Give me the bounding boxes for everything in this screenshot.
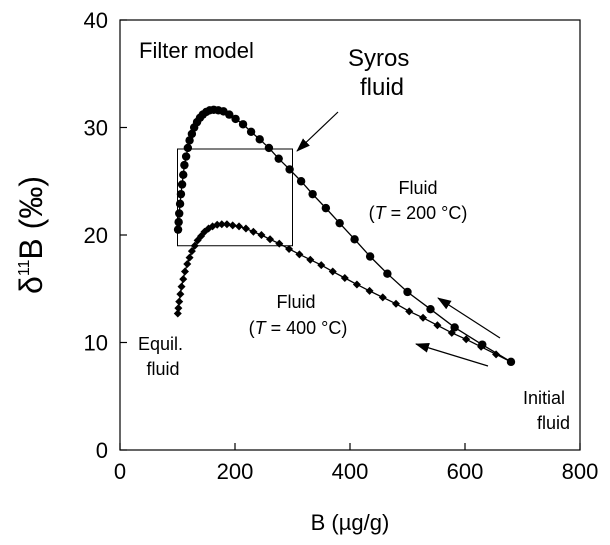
data-point-circle xyxy=(321,203,331,213)
x-tick-label: 400 xyxy=(332,459,369,484)
data-point-circle xyxy=(274,154,283,163)
data-point-circle xyxy=(383,269,392,278)
data-point-diamond xyxy=(222,220,231,229)
data-point-diamond xyxy=(228,221,237,230)
data-point-circle xyxy=(185,136,194,145)
data-point-circle xyxy=(255,135,264,144)
data-point-diamond xyxy=(405,307,414,316)
data-point-diamond xyxy=(419,313,428,322)
data-point-diamond xyxy=(317,261,326,270)
annotation-equil-fluid: Equil. fluid xyxy=(138,334,188,379)
annotation-fluid-400-temp: (T = 400 °C) xyxy=(249,318,348,338)
data-point-circle xyxy=(187,129,197,139)
data-point-circle xyxy=(296,177,306,186)
data-point-circle xyxy=(173,225,183,234)
data-point-circle xyxy=(450,323,459,332)
data-point-diamond xyxy=(295,250,304,259)
data-point-circle xyxy=(238,120,248,129)
x-axis-label: B (µg/g) xyxy=(311,510,390,535)
chart-title: Filter model xyxy=(139,38,254,63)
data-point-diamond xyxy=(175,297,184,306)
x-tick-label: 600 xyxy=(447,459,484,484)
y-axis-ticks: 0 10 20 30 40 xyxy=(84,8,127,463)
data-point-circle xyxy=(335,218,344,228)
y-tick-label: 40 xyxy=(84,8,108,33)
data-point-diamond xyxy=(462,335,471,344)
x-axis-ticks: 0 200 400 600 800 xyxy=(114,443,598,484)
annotation-syros: Syros fluid xyxy=(348,45,416,101)
annotation-fluid-200: Fluid xyxy=(398,178,437,198)
data-point-diamond xyxy=(477,342,486,351)
data-point-diamond xyxy=(193,236,202,245)
data-point-diamond xyxy=(174,304,183,313)
data-point-diamond xyxy=(249,227,258,236)
data-point-circle xyxy=(176,189,186,199)
data-point-circle xyxy=(177,180,187,189)
data-point-diamond xyxy=(187,247,196,256)
data-point-diamond xyxy=(447,328,456,337)
direction-arrow-200 xyxy=(437,297,501,339)
data-point-diamond xyxy=(392,299,400,308)
series-line xyxy=(177,223,512,363)
syros-arrow xyxy=(296,111,339,152)
data-point-diamond xyxy=(266,235,275,244)
direction-arrow-400 xyxy=(415,343,489,367)
data-point-circle xyxy=(426,304,435,314)
data-point-diamond xyxy=(507,357,515,366)
data-point-diamond xyxy=(328,267,337,276)
data-point-diamond xyxy=(306,255,315,264)
x-tick-label: 200 xyxy=(217,459,254,484)
data-point-diamond xyxy=(352,280,361,289)
data-point-diamond xyxy=(217,220,226,229)
data-point-diamond xyxy=(285,244,294,253)
data-point-diamond xyxy=(235,222,244,231)
data-point-circle xyxy=(174,217,183,227)
y-tick-label: 0 xyxy=(96,438,108,463)
data-point-diamond xyxy=(176,290,185,299)
data-point-circle xyxy=(285,165,294,174)
data-point-circle xyxy=(175,199,185,209)
data-point-circle xyxy=(264,143,274,153)
data-point-circle xyxy=(350,235,359,244)
data-point-circle xyxy=(308,189,317,199)
data-point-circle xyxy=(179,170,188,179)
data-point-circle xyxy=(246,127,256,136)
data-point-diamond xyxy=(183,260,192,269)
data-point-diamond xyxy=(180,267,189,276)
y-tick-label: 10 xyxy=(84,331,108,356)
syros-box xyxy=(177,148,293,247)
data-point-diamond xyxy=(190,241,199,250)
annotation-fluid-200-temp: (T = 200 °C) xyxy=(369,203,468,223)
data-point-diamond xyxy=(179,275,188,284)
data-point-diamond xyxy=(241,224,250,233)
data-point-circle xyxy=(189,123,199,132)
series-layer xyxy=(173,105,516,367)
x-tick-label: 0 xyxy=(114,459,126,484)
data-point-circle xyxy=(183,143,193,153)
annotation-initial-fluid: Initial fluid xyxy=(523,388,570,433)
data-point-circle xyxy=(175,209,184,218)
y-tick-label: 20 xyxy=(84,223,108,248)
annotation-fluid-400: Fluid xyxy=(276,292,315,312)
x-tick-label: 800 xyxy=(562,459,599,484)
data-point-diamond xyxy=(257,231,266,239)
data-point-diamond xyxy=(340,274,349,282)
data-point-diamond xyxy=(275,239,284,248)
data-point-circle xyxy=(231,114,240,124)
data-point-diamond xyxy=(492,350,501,359)
data-point-diamond xyxy=(433,321,442,330)
data-point-circle xyxy=(180,160,189,170)
y-axis-label: δ11B (‰) xyxy=(13,176,49,294)
data-point-diamond xyxy=(378,293,387,302)
data-point-diamond xyxy=(185,253,194,262)
y-tick-label: 30 xyxy=(84,116,108,141)
data-point-circle xyxy=(403,287,412,297)
data-point-diamond xyxy=(173,309,182,318)
data-point-diamond xyxy=(365,286,374,295)
data-point-circle xyxy=(365,252,375,261)
data-point-circle xyxy=(181,152,191,161)
data-point-diamond xyxy=(177,282,186,291)
